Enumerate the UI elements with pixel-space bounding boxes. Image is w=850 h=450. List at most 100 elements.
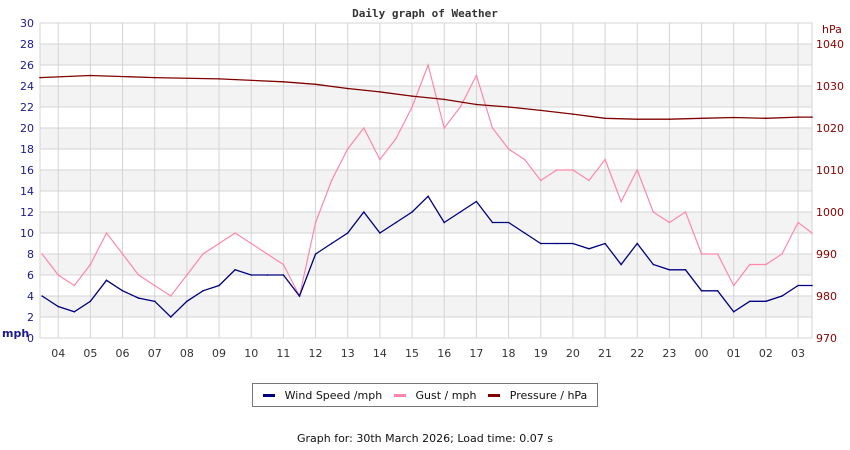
data-point xyxy=(765,117,767,120)
data-point xyxy=(411,211,413,213)
data-point xyxy=(282,263,285,266)
data-point xyxy=(89,74,92,77)
legend-label: Gust / mph xyxy=(415,388,477,402)
data-point xyxy=(539,242,542,245)
data-point xyxy=(684,268,687,271)
data-point xyxy=(491,221,494,224)
data-point xyxy=(57,305,60,308)
data-point xyxy=(282,81,285,83)
x-tick-label: 18 xyxy=(502,347,516,360)
grid-band xyxy=(40,296,812,317)
left-tick-label: 2 xyxy=(27,311,34,324)
data-point xyxy=(765,263,767,266)
data-point xyxy=(475,74,478,77)
data-point xyxy=(523,232,526,234)
chart-title: Daily graph of Weather xyxy=(352,7,498,20)
data-point xyxy=(700,253,703,255)
grid-band xyxy=(40,170,812,191)
data-point xyxy=(491,127,494,129)
x-tick-label: 14 xyxy=(373,347,387,360)
right-axis-label: hPa xyxy=(822,23,842,36)
data-point xyxy=(395,221,397,224)
data-point xyxy=(39,76,41,79)
right-tick-label: 980 xyxy=(816,290,837,303)
data-point xyxy=(218,284,220,287)
data-point xyxy=(556,169,558,171)
data-point xyxy=(266,253,269,255)
left-tick-label: 18 xyxy=(20,143,34,156)
data-point xyxy=(459,211,462,213)
data-point xyxy=(234,268,236,271)
data-point xyxy=(153,284,156,287)
x-tick-label: 00 xyxy=(695,347,709,360)
data-point xyxy=(781,295,783,297)
data-point xyxy=(202,253,204,255)
left-tick-label: 10 xyxy=(20,227,34,240)
left-tick-label: 26 xyxy=(20,59,34,72)
x-tick-label: 09 xyxy=(212,347,226,360)
x-tick-label: 15 xyxy=(405,347,419,360)
data-point xyxy=(811,284,813,287)
data-point xyxy=(588,179,590,182)
data-point xyxy=(797,221,799,224)
data-point xyxy=(652,211,655,213)
data-point xyxy=(811,116,813,118)
data-point xyxy=(137,274,140,276)
data-point xyxy=(137,297,140,299)
plot-frame xyxy=(39,22,813,339)
data-point xyxy=(218,242,220,245)
x-tick-label: 07 xyxy=(148,347,162,360)
data-point xyxy=(89,263,92,266)
grid-band xyxy=(40,128,812,149)
right-tick-label: 1000 xyxy=(816,206,844,219)
data-point xyxy=(556,242,558,245)
data-point xyxy=(89,300,92,303)
footer-text: Graph for: 30th March 2026; Load time: 0… xyxy=(296,432,554,445)
data-point xyxy=(700,117,703,120)
legend-item-pressure: Pressure / hPa xyxy=(487,389,587,402)
grid-band xyxy=(40,254,812,275)
data-point xyxy=(266,274,269,276)
data-point xyxy=(539,179,542,182)
data-point xyxy=(105,279,108,282)
data-point xyxy=(170,295,172,297)
data-point xyxy=(716,253,719,255)
right-tick-label: 1010 xyxy=(816,164,844,177)
data-point xyxy=(314,83,317,86)
right-tick-label: 970 xyxy=(816,332,837,345)
data-point xyxy=(41,295,43,297)
data-point xyxy=(218,78,220,80)
data-point xyxy=(572,113,574,115)
data-point xyxy=(250,242,253,245)
data-point xyxy=(668,118,671,120)
x-tick-label: 03 xyxy=(791,347,805,360)
data-point xyxy=(73,310,76,313)
data-point xyxy=(507,221,510,224)
data-point xyxy=(314,253,317,255)
data-point xyxy=(379,158,381,161)
x-tick-label: 17 xyxy=(469,347,483,360)
x-tick-label: 04 xyxy=(51,347,65,360)
left-tick-label: 14 xyxy=(20,185,34,198)
right-tick-label: 990 xyxy=(816,248,837,261)
data-point xyxy=(716,289,719,292)
data-point xyxy=(732,310,735,313)
data-point xyxy=(811,232,813,234)
data-point xyxy=(379,91,381,93)
x-tick-label: 19 xyxy=(534,347,548,360)
data-point xyxy=(363,127,365,129)
x-tick-label: 23 xyxy=(662,347,676,360)
data-point xyxy=(668,268,671,271)
data-point xyxy=(539,109,542,112)
data-point xyxy=(121,253,124,255)
data-point xyxy=(604,242,606,245)
data-point xyxy=(443,98,446,101)
data-point xyxy=(684,211,687,213)
x-tick-label: 21 xyxy=(598,347,612,360)
pressure-swatch xyxy=(487,393,500,397)
left-tick-label: 16 xyxy=(20,164,34,177)
data-point xyxy=(749,263,751,266)
data-point xyxy=(186,274,188,276)
data-point xyxy=(636,118,639,120)
